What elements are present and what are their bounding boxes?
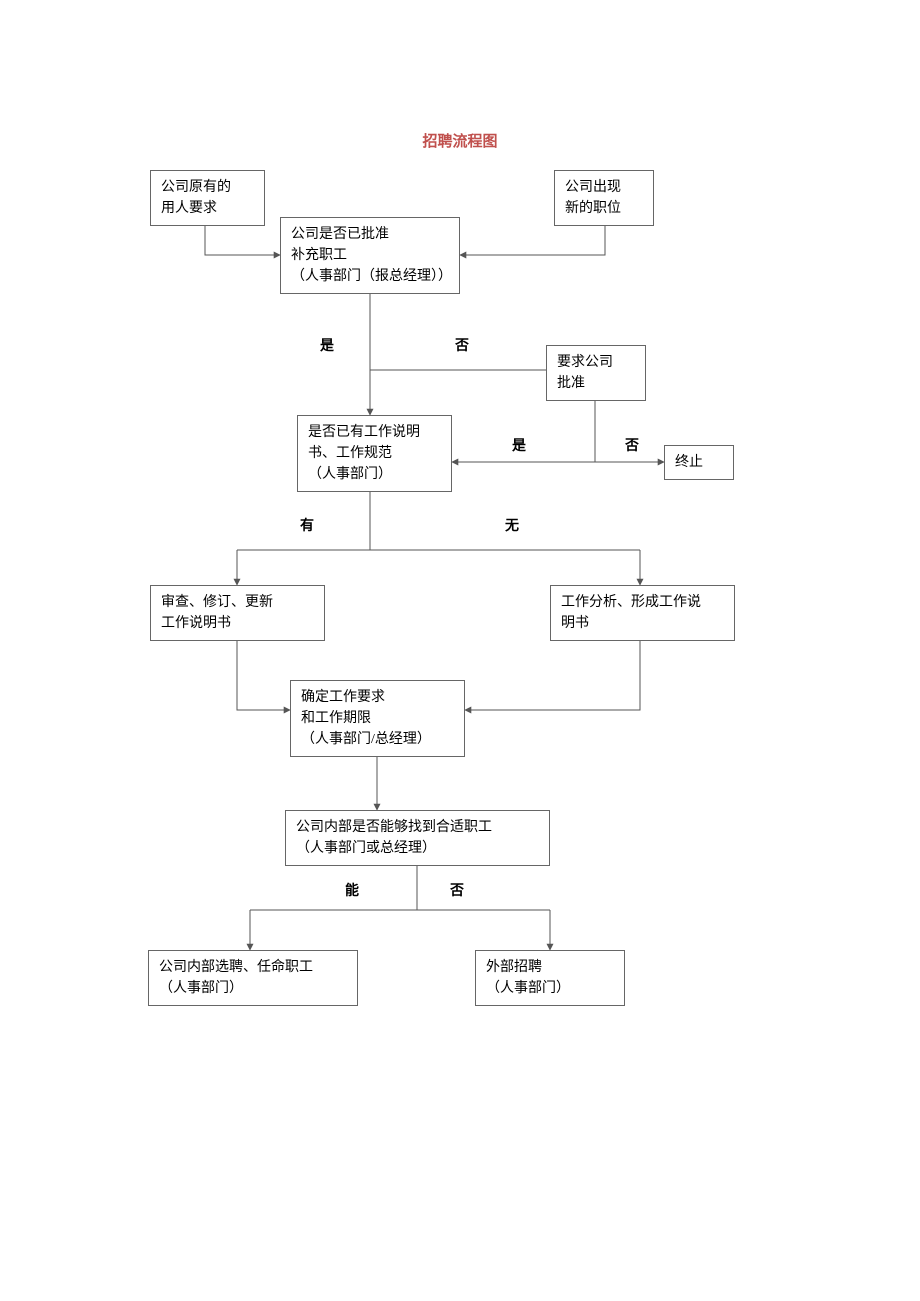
node-line: 和工作期限 (301, 708, 454, 729)
edge-label-1: 否 (455, 335, 469, 355)
flow-node-n10: 公司内部是否能够找到合适职工（人事部门或总经理） (285, 810, 550, 866)
node-line: 审查、修订、更新 (161, 592, 314, 613)
node-line: 终止 (675, 452, 723, 473)
node-line: 用人要求 (161, 198, 254, 219)
node-line: 公司内部是否能够找到合适职工 (296, 817, 539, 838)
node-line: 公司出现 (565, 177, 643, 198)
node-line: （人事部门/总经理） (301, 729, 454, 750)
flow-node-n11: 公司内部选聘、任命职工（人事部门） (148, 950, 358, 1006)
node-line: 工作分析、形成工作说 (561, 592, 724, 613)
flow-node-n8: 工作分析、形成工作说明书 (550, 585, 735, 641)
flow-node-n12: 外部招聘（人事部门） (475, 950, 625, 1006)
flow-node-n4: 要求公司批准 (546, 345, 646, 401)
edge-label-0: 是 (320, 335, 334, 355)
flow-node-n5: 是否已有工作说明书、工作规范（人事部门） (297, 415, 452, 492)
node-line: 是否已有工作说明 (308, 422, 441, 443)
page-title: 招聘流程图 (0, 130, 920, 151)
node-line: 新的职位 (565, 198, 643, 219)
flow-node-n2: 公司出现新的职位 (554, 170, 654, 226)
edge-label-3: 否 (625, 435, 639, 455)
node-line: 公司是否已批准 (291, 224, 449, 245)
node-line: 确定工作要求 (301, 687, 454, 708)
flow-node-n9: 确定工作要求和工作期限（人事部门/总经理） (290, 680, 465, 757)
edge-label-6: 能 (345, 880, 359, 900)
edge-10 (237, 640, 290, 710)
flow-node-n6: 终止 (664, 445, 734, 480)
node-line: 公司原有的 (161, 177, 254, 198)
node-line: （人事部门） (486, 978, 614, 999)
edge-label-7: 否 (450, 880, 464, 900)
edge-11 (465, 640, 640, 710)
flowchart-edges (0, 0, 920, 1301)
node-line: （人事部门） (159, 978, 347, 999)
flow-node-n3: 公司是否已批准补充职工（人事部门（报总经理）） (280, 217, 460, 294)
node-line: 工作说明书 (161, 613, 314, 634)
flow-node-n1: 公司原有的用人要求 (150, 170, 265, 226)
edge-label-5: 无 (505, 515, 519, 535)
flow-node-n7: 审查、修订、更新工作说明书 (150, 585, 325, 641)
node-line: 公司内部选聘、任命职工 (159, 957, 347, 978)
node-line: 要求公司 (557, 352, 635, 373)
node-line: （人事部门） (308, 464, 441, 485)
edge-label-2: 是 (512, 435, 526, 455)
edge-label-4: 有 (300, 515, 314, 535)
node-line: 外部招聘 (486, 957, 614, 978)
node-line: 明书 (561, 613, 724, 634)
node-line: 补充职工 (291, 245, 449, 266)
node-line: 书、工作规范 (308, 443, 441, 464)
node-line: （人事部门或总经理） (296, 838, 539, 859)
title-text: 招聘流程图 (422, 134, 497, 150)
node-line: （人事部门（报总经理）） (291, 266, 449, 287)
node-line: 批准 (557, 373, 635, 394)
